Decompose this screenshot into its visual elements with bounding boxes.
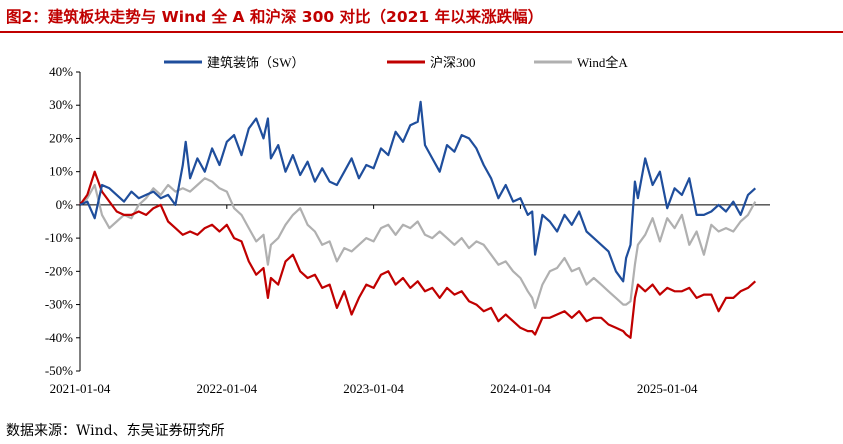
y-tick-label: -30% (45, 297, 73, 312)
legend-label: 沪深300 (430, 55, 476, 70)
series-line-0 (79, 100, 757, 283)
y-tick-label: 30% (49, 97, 73, 112)
series-line-2 (79, 177, 757, 309)
title-rule (0, 31, 843, 33)
y-tick-label: -40% (45, 330, 73, 345)
x-tick-label: 2025-01-04 (637, 381, 698, 396)
x-tick-label: 2021-01-04 (50, 381, 111, 396)
x-tick-label: 2023-01-04 (343, 381, 404, 396)
chart-axes: -50% -40% -30% -20% -10% 0% 10% 20% 30% 40% 2021-0… (45, 64, 770, 396)
x-tick-label: 2022-01-04 (196, 381, 257, 396)
figure-header: 图2：建筑板块走势与 Wind 全 A 和沪深 300 对比（2021 年以来涨… (0, 0, 843, 34)
y-tick-label: 20% (49, 130, 73, 145)
figure-title: 图2：建筑板块走势与 Wind 全 A 和沪深 300 对比（2021 年以来涨… (6, 8, 544, 26)
x-tick-label: 2024-01-04 (490, 381, 551, 396)
y-tick-label: 40% (49, 64, 73, 79)
source-note: 数据来源：Wind、东吴证券研究所 (6, 423, 225, 439)
y-tick-label: -50% (45, 363, 73, 378)
legend-label: 建筑装饰（SW） (207, 55, 305, 70)
series-line-1 (79, 170, 757, 339)
chart-series (79, 100, 757, 339)
line-chart: -50% -40% -30% -20% -10% 0% 10% 20% 30% 40% 2021-0… (45, 55, 770, 396)
y-tick-label: 0% (56, 197, 74, 212)
y-tick-label: -10% (45, 230, 73, 245)
chart-legend: 建筑装饰（SW） 沪深300 Wind全A (164, 55, 628, 70)
y-tick-label: -20% (45, 263, 73, 278)
y-tick-label: 10% (49, 164, 73, 179)
legend-label: Wind全A (577, 55, 628, 70)
